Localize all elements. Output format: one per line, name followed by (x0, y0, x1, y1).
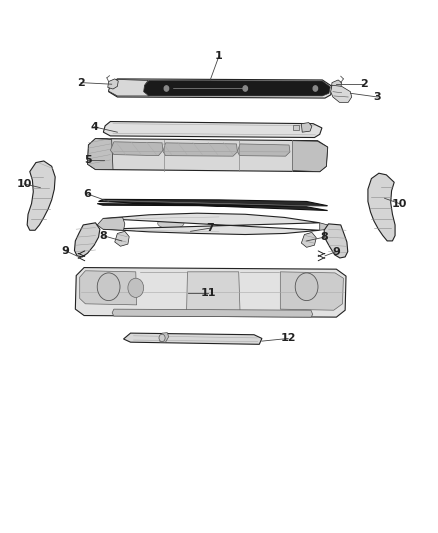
Text: 9: 9 (61, 246, 69, 255)
Circle shape (313, 86, 318, 91)
Polygon shape (88, 139, 113, 169)
Ellipse shape (158, 218, 184, 229)
Text: 7: 7 (206, 223, 214, 233)
Polygon shape (293, 125, 299, 130)
Polygon shape (280, 272, 343, 310)
Text: 8: 8 (99, 231, 107, 240)
Polygon shape (88, 139, 328, 172)
Polygon shape (293, 141, 328, 172)
Polygon shape (331, 80, 342, 91)
Text: 5: 5 (84, 155, 92, 165)
Polygon shape (109, 79, 149, 96)
Polygon shape (320, 223, 328, 230)
Text: 10: 10 (16, 179, 32, 189)
Text: 4: 4 (90, 122, 98, 132)
Polygon shape (115, 231, 129, 246)
Polygon shape (237, 144, 290, 156)
Polygon shape (103, 213, 320, 235)
Polygon shape (80, 271, 137, 305)
Polygon shape (144, 80, 330, 96)
Polygon shape (110, 142, 163, 156)
Polygon shape (368, 173, 395, 241)
Text: 3: 3 (374, 92, 381, 102)
Text: 8: 8 (320, 232, 328, 242)
Polygon shape (301, 123, 312, 132)
Polygon shape (160, 333, 169, 342)
Text: 6: 6 (84, 189, 92, 199)
Text: 2: 2 (360, 79, 367, 88)
Text: 11: 11 (200, 288, 216, 298)
Polygon shape (97, 217, 125, 230)
Polygon shape (187, 272, 240, 311)
Polygon shape (108, 79, 118, 89)
Text: 12: 12 (280, 334, 296, 343)
Polygon shape (75, 268, 346, 317)
Text: 10: 10 (392, 199, 407, 208)
Text: 1: 1 (215, 51, 223, 61)
Polygon shape (97, 199, 328, 211)
Polygon shape (27, 161, 55, 230)
Circle shape (164, 86, 169, 91)
Circle shape (243, 86, 247, 91)
Polygon shape (163, 143, 237, 156)
Polygon shape (103, 122, 322, 138)
Circle shape (295, 273, 318, 301)
Circle shape (97, 273, 120, 301)
Polygon shape (324, 224, 348, 258)
Polygon shape (301, 232, 316, 247)
Text: 2: 2 (77, 78, 85, 87)
Text: 9: 9 (332, 247, 340, 256)
Circle shape (159, 334, 165, 342)
Polygon shape (112, 309, 313, 317)
Polygon shape (109, 79, 332, 98)
Polygon shape (74, 223, 100, 257)
Polygon shape (124, 333, 262, 344)
Circle shape (128, 278, 144, 297)
Polygon shape (331, 85, 352, 102)
